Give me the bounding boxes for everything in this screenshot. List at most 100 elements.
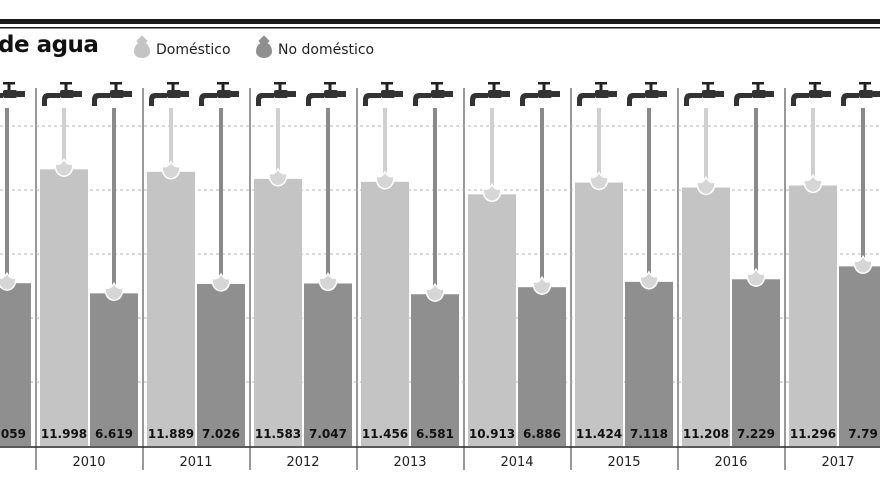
- pipe-non-domestic: [112, 108, 116, 286]
- bar-domestic-2016: [682, 187, 730, 446]
- pipe-non-domestic: [861, 108, 865, 259]
- legend-domestic: Doméstico: [134, 42, 231, 58]
- water-drop-icon: [211, 272, 231, 292]
- water-drop-icon: [589, 171, 609, 191]
- water-drop-icon: [0, 271, 17, 291]
- pipe-domestic: [383, 108, 387, 174]
- water-drop-icon: [318, 271, 338, 292]
- water-drop-icon: [639, 270, 659, 290]
- value-label-non-domestic: 7.047: [309, 427, 347, 441]
- faucet-icon: [413, 82, 453, 106]
- pipe-domestic: [169, 108, 173, 164]
- x-tick-label: 2013: [393, 455, 426, 470]
- water-drop-icon: [104, 281, 124, 302]
- faucet-icon: [149, 82, 189, 106]
- pipe-non-domestic: [433, 108, 437, 287]
- faucet-icon: [306, 82, 346, 106]
- pipe-non-domestic: [5, 108, 9, 276]
- pipe-non-domestic: [326, 108, 330, 276]
- water-drop-icon: [853, 254, 873, 275]
- value-label-non-domestic: 7.059: [0, 427, 26, 441]
- x-tick-label: 2010: [72, 455, 105, 470]
- bar-non-domestic-2012: [304, 283, 352, 446]
- value-label-non-domestic: 7.118: [630, 427, 668, 441]
- bar-non-domestic-2015: [625, 281, 673, 446]
- bar-domestic-2017: [789, 185, 837, 447]
- faucet-icon: [199, 82, 239, 106]
- bar-non-domestic-2013: [411, 294, 459, 446]
- value-label-domestic: 10.913: [469, 427, 515, 441]
- legend-label-non-domestic: No doméstico: [278, 42, 375, 58]
- water-drop-icon: [161, 160, 181, 180]
- value-label-non-domestic: 7.229: [737, 427, 775, 441]
- bar-domestic-2015: [575, 182, 623, 446]
- faucet-icon: [791, 82, 831, 106]
- pipe-non-domestic: [647, 108, 651, 274]
- x-tick-label: 2011: [179, 455, 212, 470]
- bar-non-domestic-2016: [732, 279, 780, 446]
- pipe-domestic: [704, 108, 708, 180]
- bar-non-domestic-2014: [518, 287, 566, 446]
- faucet-icon: [0, 82, 25, 98]
- faucet-icon: [627, 82, 667, 106]
- faucet-icon: [734, 82, 774, 106]
- x-tick-label: 2014: [500, 455, 533, 470]
- faucet-icon: [42, 82, 82, 106]
- x-tick-label: 2017: [821, 455, 854, 470]
- value-label-domestic: 11.424: [576, 427, 622, 441]
- faucet-icon: [363, 82, 403, 106]
- faucet-icon: [470, 82, 510, 106]
- value-label-domestic: 11.296: [790, 427, 836, 441]
- pipe-non-domestic: [219, 108, 223, 276]
- water-drop-icon: [746, 267, 766, 288]
- legend-label-domestic: Doméstico: [156, 42, 231, 58]
- bar-domestic-2011: [147, 171, 195, 446]
- x-tick-label: 2012: [286, 455, 319, 470]
- water-drop-icon: [256, 42, 272, 58]
- faucet-icon: [256, 82, 296, 106]
- faucet-icon: [684, 82, 724, 106]
- bar-non-domestic-2009: [0, 283, 31, 446]
- pipe-domestic: [490, 108, 494, 187]
- legend-non-domestic: No doméstico: [256, 42, 374, 58]
- bar-non-domestic-2010: [90, 293, 138, 446]
- value-label-non-domestic: 6.581: [416, 427, 454, 441]
- top-rule-thin: [0, 27, 880, 29]
- value-label-non-domestic: 6.886: [523, 427, 561, 441]
- water-drop-icon: [425, 282, 445, 302]
- pipe-domestic: [811, 108, 815, 178]
- water-drop-icon: [696, 176, 716, 196]
- bar-domestic-2014: [468, 194, 516, 446]
- value-label-domestic: 11.889: [148, 427, 194, 441]
- pipe-domestic: [597, 108, 601, 175]
- value-label-non-domestic: 7.79: [848, 427, 878, 441]
- water-drop-icon: [532, 275, 552, 295]
- water-drop-icon: [375, 170, 395, 190]
- value-label-domestic: 11.456: [362, 427, 408, 441]
- bar-domestic-2010: [40, 169, 88, 447]
- faucet-icon: [577, 82, 617, 106]
- faucet-icon: [520, 82, 560, 106]
- pipe-non-domestic: [754, 108, 758, 272]
- water-drop-icon: [54, 157, 74, 178]
- bar-domestic-2012: [254, 178, 302, 446]
- value-label-domestic: 11.208: [683, 427, 729, 441]
- bar-domestic-2013: [361, 181, 409, 446]
- bar-non-domestic-2017: [839, 266, 880, 446]
- water-drop-icon: [482, 182, 502, 203]
- top-rule: [0, 19, 880, 24]
- pipe-non-domestic: [540, 108, 544, 280]
- faucet-icon: [841, 82, 880, 106]
- pipe-domestic: [276, 108, 280, 171]
- faucet-icon: [92, 82, 132, 106]
- value-label-domestic: 11.583: [255, 427, 301, 441]
- value-label-non-domestic: 7.026: [202, 427, 240, 441]
- pipe-domestic: [62, 108, 66, 162]
- water-drop-icon: [134, 42, 150, 58]
- value-label-non-domestic: 6.619: [95, 427, 133, 441]
- water-drop-icon: [803, 174, 823, 194]
- bar-non-domestic-2011: [197, 283, 245, 446]
- x-tick-label: 2015: [607, 455, 640, 470]
